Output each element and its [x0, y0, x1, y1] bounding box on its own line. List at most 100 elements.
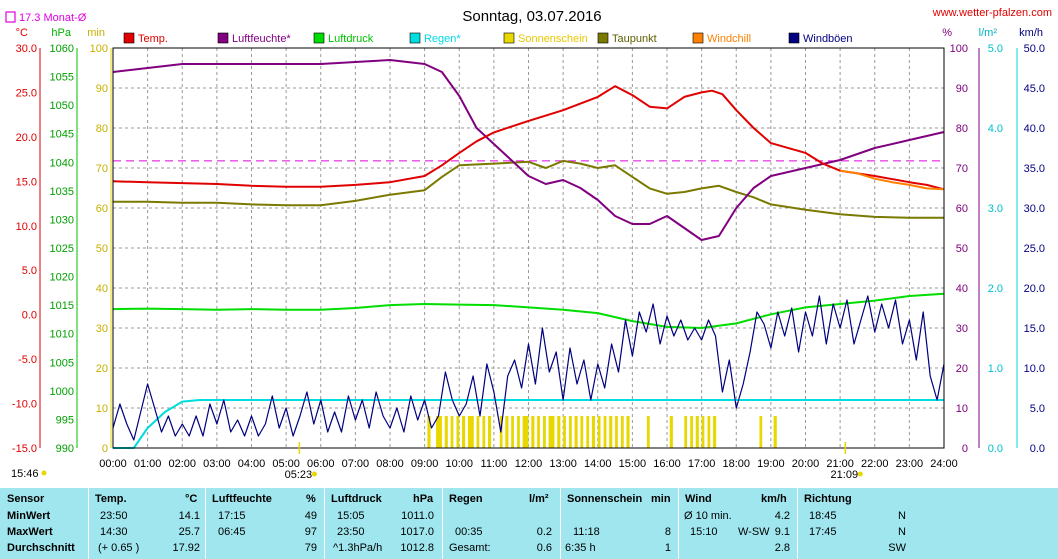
- corner-time: 15:46: [11, 468, 39, 480]
- col-divider: [678, 488, 679, 559]
- header-pressure-unit: hPa: [413, 493, 434, 505]
- wind-tick-label: 30.0: [1024, 203, 1045, 215]
- sunshine-bar: [759, 416, 763, 448]
- pressure-tick-label: 1000: [50, 386, 74, 398]
- wind-tick-label: 20.0: [1024, 283, 1045, 295]
- max-temp-value: 25.7: [178, 526, 200, 538]
- wind-tick-label: 10.0: [1024, 363, 1045, 375]
- humidity-tick-label: 100: [950, 43, 968, 55]
- pressure-tick-label: 995: [56, 414, 74, 426]
- sunrise-sun-icon: [311, 471, 317, 477]
- row-label-max: MaxWert: [7, 526, 53, 538]
- x-tick-label: 24:00: [930, 458, 958, 470]
- unit-rain: l/m²: [979, 27, 998, 39]
- legend-label-dewpoint: Taupunkt: [612, 33, 657, 45]
- chart-title: Sonntag, 03.07.2016: [462, 8, 601, 25]
- min-direction-time: 18:45: [809, 510, 837, 522]
- temp-tick-label: 15.0: [16, 176, 37, 188]
- rain-total-label: Gesamt:: [449, 542, 491, 554]
- sunrise-time-label: 05:23: [285, 469, 313, 481]
- sunset-sun-icon: [857, 471, 863, 477]
- header-direction: Richtung: [804, 493, 852, 505]
- max-direction-value: N: [898, 526, 906, 538]
- sunset-time-label: 21:09: [831, 469, 859, 481]
- rain-tick-label: 2.0: [988, 283, 1003, 295]
- unit-kmh: km/h: [1019, 27, 1043, 39]
- x-tick-label: 04:00: [238, 458, 266, 470]
- sunshine-bar: [773, 416, 777, 448]
- sunshine-bar: [467, 416, 474, 448]
- legend-label-temp: Temp.: [138, 33, 168, 45]
- humidity-tick-label: 40: [956, 283, 968, 295]
- sunshine-tick-label: 10: [96, 403, 108, 415]
- sunshine-bar: [586, 416, 590, 448]
- series-line-temp: [112, 85, 945, 191]
- sunshine-bar: [548, 416, 555, 448]
- humidity-tick-label: 0: [962, 443, 968, 455]
- temp-tick-label: -10.0: [12, 399, 37, 411]
- wind-avg-label: Ø 10 min.: [684, 510, 732, 522]
- sunshine-bar: [462, 416, 466, 448]
- max-humidity-value: 97: [304, 526, 317, 538]
- col-divider: [442, 488, 443, 559]
- axis-ticks: 30.0 25.0 20.0 15.0 10.0 5.0 0.0 -5.0 -10.0 -15.0…: [12, 43, 1045, 470]
- month-avg-label: 17.3 Monat-Ø: [19, 12, 87, 24]
- legend-label-gust: Windböen: [803, 33, 853, 45]
- wind-tick-label: 0.0: [1030, 443, 1045, 455]
- website-label: www.wetter-pfalzen.com: [932, 7, 1052, 19]
- pressure-trend: ^1.3hPa/h: [333, 542, 383, 554]
- avg-pressure-value: 1012.8: [400, 542, 434, 554]
- min-temp-value: 14.1: [178, 510, 200, 522]
- max-wind-time: 15:10: [690, 526, 718, 538]
- sunshine-bar: [580, 416, 584, 448]
- pressure-tick-label: 1030: [50, 214, 74, 226]
- humidity-tick-label: 80: [956, 123, 968, 135]
- sunshine-bar: [615, 416, 618, 448]
- x-tick-label: 18:00: [722, 458, 750, 470]
- x-tick-label: 13:00: [549, 458, 577, 470]
- header-rain: Regen: [449, 493, 483, 505]
- legend-swatch-sunshine: [503, 32, 515, 44]
- col-divider: [88, 488, 89, 559]
- corner-sun-icon: [41, 470, 47, 476]
- sunshine-bar: [450, 416, 454, 448]
- temp-tick-label: 10.0: [16, 221, 37, 233]
- x-tick-label: 19:00: [757, 458, 785, 470]
- pressure-tick-label: 1050: [50, 100, 74, 112]
- max-pressure-time: 23:50: [337, 526, 365, 538]
- series-line-dewpoint: [113, 159, 944, 219]
- sunshine-bar: [537, 416, 540, 448]
- header-humidity-unit: %: [306, 493, 316, 505]
- x-tick-label: 11:00: [481, 458, 508, 470]
- sunshine-bar: [427, 416, 431, 448]
- sunshine-total: 6:35 h: [565, 542, 596, 554]
- sunshine-bar: [684, 416, 688, 448]
- sunshine-bar: [476, 416, 480, 448]
- x-tick-label: 00:00: [99, 458, 127, 470]
- rain-tick-label: 4.0: [988, 123, 1003, 135]
- row-label-avg: Durchschnitt: [7, 542, 75, 554]
- weather-chart: Sonntag, 03.07.2016 www.wetter-pfalzen.c…: [5, 7, 1052, 481]
- legend-swatch-dewpoint: [597, 32, 609, 44]
- series-line-pressure: [112, 292, 945, 329]
- humidity-tick-label: 70: [956, 163, 968, 175]
- sunshine-bar: [456, 416, 460, 448]
- x-tick-label: 12:00: [515, 458, 543, 470]
- sun-markers: 05:23 21:09: [285, 442, 863, 481]
- sunshine-bar: [690, 416, 693, 448]
- sunshine-bar: [569, 416, 572, 448]
- col-divider: [324, 488, 325, 559]
- sunshine-bar: [482, 416, 486, 448]
- sunshine-tick-label: 50: [96, 243, 108, 255]
- avg-direction-value: SW: [888, 542, 906, 554]
- sunshine-tick-label: 30: [96, 323, 108, 335]
- pressure-tick-label: 1045: [50, 129, 74, 141]
- sunshine-bars: [427, 416, 777, 448]
- min-humidity-value: 49: [304, 510, 317, 522]
- min-direction-value: N: [898, 510, 906, 522]
- max-rain-time: 00:35: [455, 526, 483, 538]
- sunshine-bar: [517, 416, 520, 448]
- temp-tick-label: 25.0: [16, 87, 37, 99]
- sunshine-tick-label: 70: [96, 163, 108, 175]
- series-line-windchill: [839, 169, 945, 191]
